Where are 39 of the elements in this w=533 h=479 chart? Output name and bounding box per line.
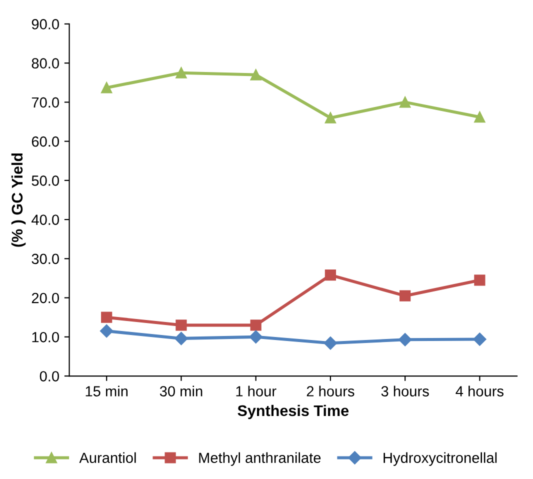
y-tick-label: 90.0 — [32, 19, 59, 30]
legend-label: Aurantiol — [79, 452, 136, 463]
point — [176, 320, 187, 331]
point — [250, 320, 262, 331]
point — [249, 330, 262, 344]
point — [474, 274, 486, 286]
point — [400, 96, 411, 108]
x-tick-label: 30 min — [160, 386, 202, 396]
x-tick-label: 1 hour — [236, 386, 276, 396]
legend-label: Methyl anthranilate — [199, 452, 321, 466]
y-tick-label: 20.0 — [32, 292, 59, 304]
point — [398, 333, 412, 346]
point — [324, 336, 338, 350]
x-tick-label: 3 hours — [381, 386, 429, 396]
point — [473, 332, 486, 346]
point — [250, 69, 262, 80]
y-tick-label: 80.0 — [32, 58, 59, 68]
y-tick-label: 70.0 — [32, 97, 59, 108]
point — [174, 332, 188, 346]
point — [400, 290, 411, 302]
point — [324, 112, 336, 124]
point — [324, 270, 336, 281]
y-tick-label: 40.0 — [32, 214, 59, 225]
point — [176, 67, 187, 78]
point — [101, 312, 112, 323]
x-tick-label: 4 hours — [456, 386, 504, 396]
legend-label: Hydroxycitronellal — [384, 452, 497, 466]
y-tick-label: 0.0 — [40, 371, 59, 382]
point — [100, 324, 114, 338]
x-tick-label: 2 hours — [306, 386, 354, 396]
x-tick-label: 15 min — [86, 386, 128, 396]
y-axis-title: (% ) GC Yield — [11, 153, 26, 247]
y-tick-label: 60.0 — [32, 136, 59, 147]
point — [474, 111, 486, 123]
y-tick-label: 10.0 — [32, 332, 59, 342]
y-tick-label: 30.0 — [32, 254, 59, 264]
point — [101, 82, 112, 94]
y-tick-label: 50.0 — [32, 176, 59, 186]
x-axis-title: Synthesis Time — [238, 404, 349, 420]
